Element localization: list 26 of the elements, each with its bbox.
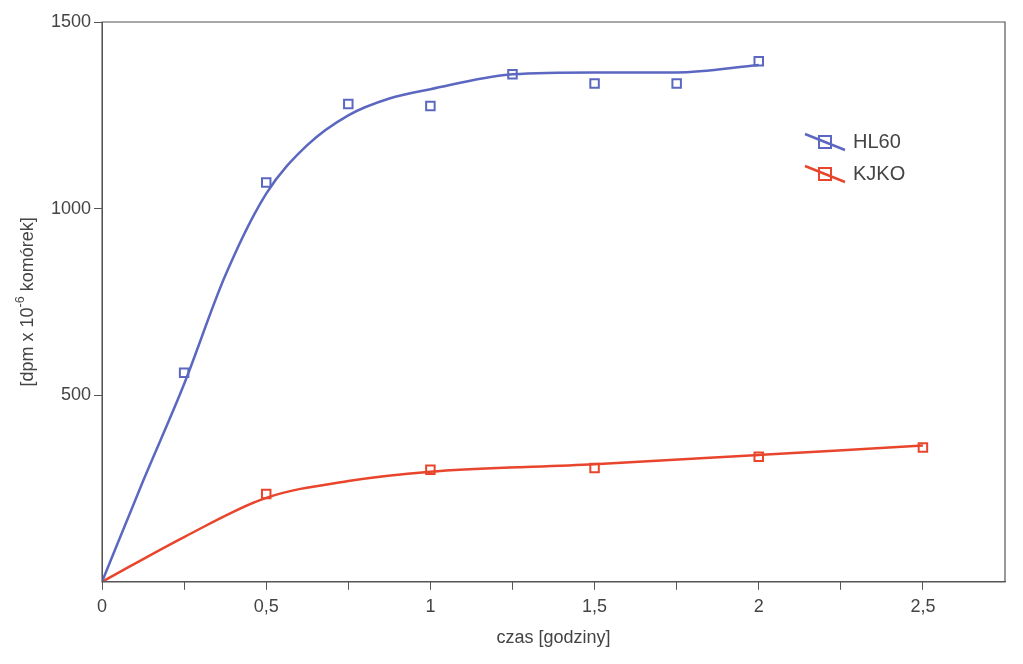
y-tick-label: 1000 [51, 197, 92, 218]
point [753, 55, 764, 67]
point [425, 100, 436, 112]
x-axis-title: czas [godziny] [496, 627, 611, 648]
point [260, 177, 272, 188]
point [589, 78, 600, 89]
point [671, 78, 682, 89]
point [507, 69, 518, 80]
y-tick-label: 500 [61, 384, 92, 405]
x-tick-label: 0,5 [253, 595, 279, 616]
x-tick-label: 2 [753, 595, 764, 616]
x-tick-label: 1 [425, 595, 436, 616]
y-tick-label: 1500 [51, 10, 92, 31]
point [343, 98, 354, 110]
point [589, 462, 600, 474]
y-axis-title: [dpm x 10-6 komórek] [13, 217, 37, 387]
legend-label: KJKO [853, 161, 906, 184]
x-tick-label: 2,5 [910, 595, 936, 616]
x-tick-label: 0 [97, 595, 108, 616]
point [425, 464, 436, 476]
point [260, 488, 272, 500]
legend-label: HL60 [853, 129, 901, 152]
point [917, 442, 929, 453]
point [178, 367, 190, 379]
point [753, 451, 764, 463]
x-tick-label: 1,5 [582, 595, 608, 616]
